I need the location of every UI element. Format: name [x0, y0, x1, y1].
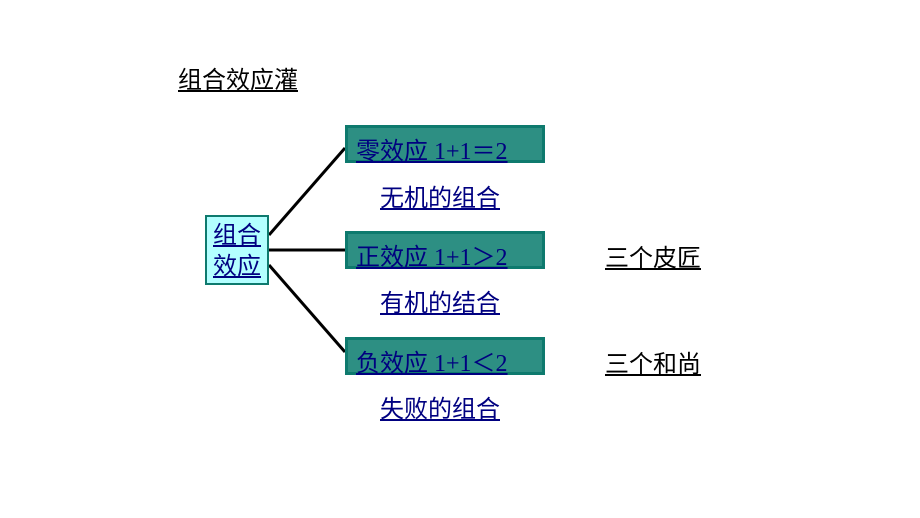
root-node-label: 组合效应: [213, 223, 261, 280]
diagram-canvas: 组合效应灌 组合效应 零效应 1+1＝2 无机的组合 正效应 1+1＞2 有机的…: [0, 0, 920, 518]
line-to-negative: [269, 265, 345, 352]
branch-negative-label: 负效应 1+1＜2: [356, 351, 508, 377]
diagram-title: 组合效应灌: [178, 60, 298, 95]
branch-positive-side: 三个皮匠: [605, 238, 701, 273]
branch-negative-sub: 失败的组合: [380, 389, 500, 424]
branch-negative-box: 负效应 1+1＜2: [345, 337, 545, 375]
branch-zero-box: 零效应 1+1＝2: [345, 125, 545, 163]
root-node: 组合效应: [205, 215, 269, 285]
branch-positive-label: 正效应 1+1＞2: [356, 245, 508, 271]
branch-positive-box: 正效应 1+1＞2: [345, 231, 545, 269]
branch-zero-sub: 无机的组合: [380, 178, 500, 213]
branch-negative-side: 三个和尚: [605, 344, 701, 379]
branch-positive-sub: 有机的结合: [380, 283, 500, 318]
line-to-zero: [269, 148, 345, 235]
branch-zero-label: 零效应 1+1＝2: [356, 139, 508, 165]
